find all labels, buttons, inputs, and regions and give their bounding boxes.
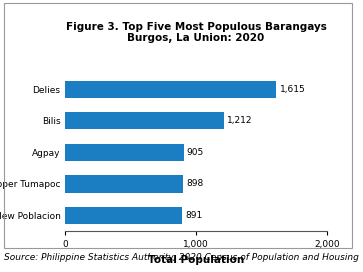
Text: 1,615: 1,615 [280,85,305,94]
Bar [65,144,184,161]
Bar [65,207,182,224]
Text: 905: 905 [187,148,204,157]
Text: Source: Philippine Statistics Authority, 2020 Census of Population and Housing: Source: Philippine Statistics Authority,… [4,253,359,262]
Bar [65,81,276,98]
Text: 898: 898 [186,179,203,188]
Bar [65,112,224,129]
Text: 1,212: 1,212 [227,116,253,125]
Text: 891: 891 [185,211,202,220]
Bar [65,175,183,193]
Text: Figure 3. Top Five Most Populous Barangays
Burgos, La Union: 2020: Figure 3. Top Five Most Populous Baranga… [66,22,326,43]
X-axis label: Total Population: Total Population [148,255,244,265]
